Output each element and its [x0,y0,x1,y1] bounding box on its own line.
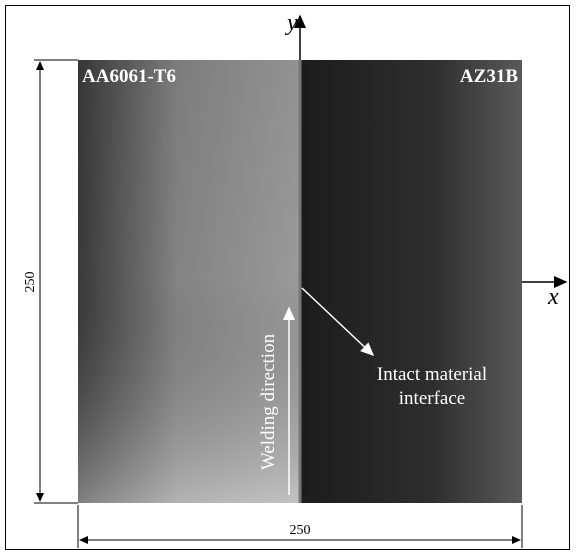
height-dimension [34,60,78,503]
y-axis-label: y [285,10,298,36]
height-label: 250 [23,272,38,293]
right-material: AZ31B [460,66,518,87]
interface-label: Intact material [377,364,487,385]
width-label: 250 [290,523,311,538]
left-material: AA6061-T6 [82,66,176,87]
figure: AA6061-T6 AZ31B y x 250 250 Welding dire… [0,0,576,555]
interface-label: interface [399,388,465,409]
welding-label: Welding direction [258,333,279,470]
right-plate [300,60,522,503]
x-axis-label: x [547,284,559,310]
